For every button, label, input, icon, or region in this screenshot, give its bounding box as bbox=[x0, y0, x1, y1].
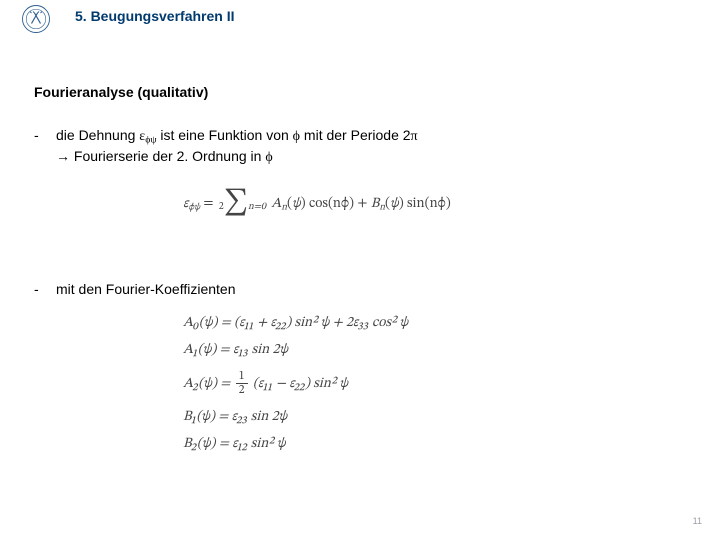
sigma-icon: ∑ bbox=[224, 190, 248, 216]
phi-psi-subscript: ϕψ bbox=[145, 134, 156, 145]
text: ist eine Funktion von bbox=[156, 127, 292, 143]
phi-symbol: ϕ bbox=[293, 129, 300, 144]
coef-a: A bbox=[271, 197, 281, 211]
denominator: 2 bbox=[236, 384, 248, 397]
coeff-b2: B₂(ψ) = ε₁₂ sin² ψ bbox=[183, 437, 408, 451]
university-seal-logo bbox=[21, 4, 51, 34]
chapter-title: 5. Beugungsverfahren II bbox=[75, 8, 234, 24]
section-heading: Fourieranalyse (qualitativ) bbox=[34, 84, 208, 100]
rhs: (ε₁₁ − ε₂₂) sin² ψ bbox=[253, 377, 348, 391]
coeff-b1: B₁(ψ) = ε₂₃ sin 2ψ bbox=[183, 410, 408, 424]
sub: ϕψ bbox=[188, 203, 200, 212]
sum-lower: n=0 bbox=[248, 202, 266, 212]
fourier-series-formula: εϕψ = 2∑n=0 An(ψ) cos(nϕ) + Bn(ψ) sin(nϕ… bbox=[183, 192, 451, 215]
equals: = bbox=[200, 197, 217, 211]
fraction-half: 12 bbox=[236, 370, 248, 397]
text: mit den Fourier-Koeffizienten bbox=[56, 281, 236, 297]
numerator: 1 bbox=[236, 370, 248, 384]
paren: ) bbox=[301, 197, 309, 211]
cos-arg: (nϕ) + bbox=[328, 197, 371, 211]
bullet-fourier-coefficients: -mit den Fourier-Koeffizienten bbox=[34, 281, 236, 297]
coeff-a1: A₁(ψ) = ε₁₃ sin 2ψ bbox=[183, 343, 408, 357]
coefficient-formulas: A₀(ψ) = (ε₁₁ + ε₂₂) sin² ψ + 2ε₃₃ cos² ψ… bbox=[183, 316, 408, 451]
text: mit der Periode 2 bbox=[300, 127, 411, 143]
paren: ) bbox=[399, 197, 407, 211]
cos: cos bbox=[309, 197, 328, 211]
psi: ψ bbox=[390, 197, 399, 211]
text: die Dehnung bbox=[56, 127, 139, 143]
bullet-strain-periodicity: -die Dehnung εϕψ ist eine Funktion von ϕ… bbox=[34, 126, 418, 168]
lhs: A₂(ψ) = bbox=[183, 377, 234, 391]
page-number: 11 bbox=[693, 516, 702, 526]
slide: 5. Beugungsverfahren II Fourieranalyse (… bbox=[0, 0, 720, 540]
arrow-icon: → bbox=[56, 148, 70, 164]
phi-symbol: ϕ bbox=[265, 150, 272, 165]
sin-arg: (nϕ) bbox=[425, 197, 451, 211]
psi: ψ bbox=[292, 197, 301, 211]
pi-symbol: π bbox=[411, 129, 418, 144]
sigma-sum: 2∑n=0 bbox=[219, 192, 266, 215]
coeff-a0: A₀(ψ) = (ε₁₁ + ε₂₂) sin² ψ + 2ε₃₃ cos² ψ bbox=[183, 316, 408, 330]
coeff-a2: A₂(ψ) = 12 (ε₁₁ − ε₂₂) sin² ψ bbox=[183, 370, 408, 397]
text: Fourierserie der 2. Ordnung in bbox=[70, 148, 265, 164]
sin: sin bbox=[407, 197, 425, 211]
